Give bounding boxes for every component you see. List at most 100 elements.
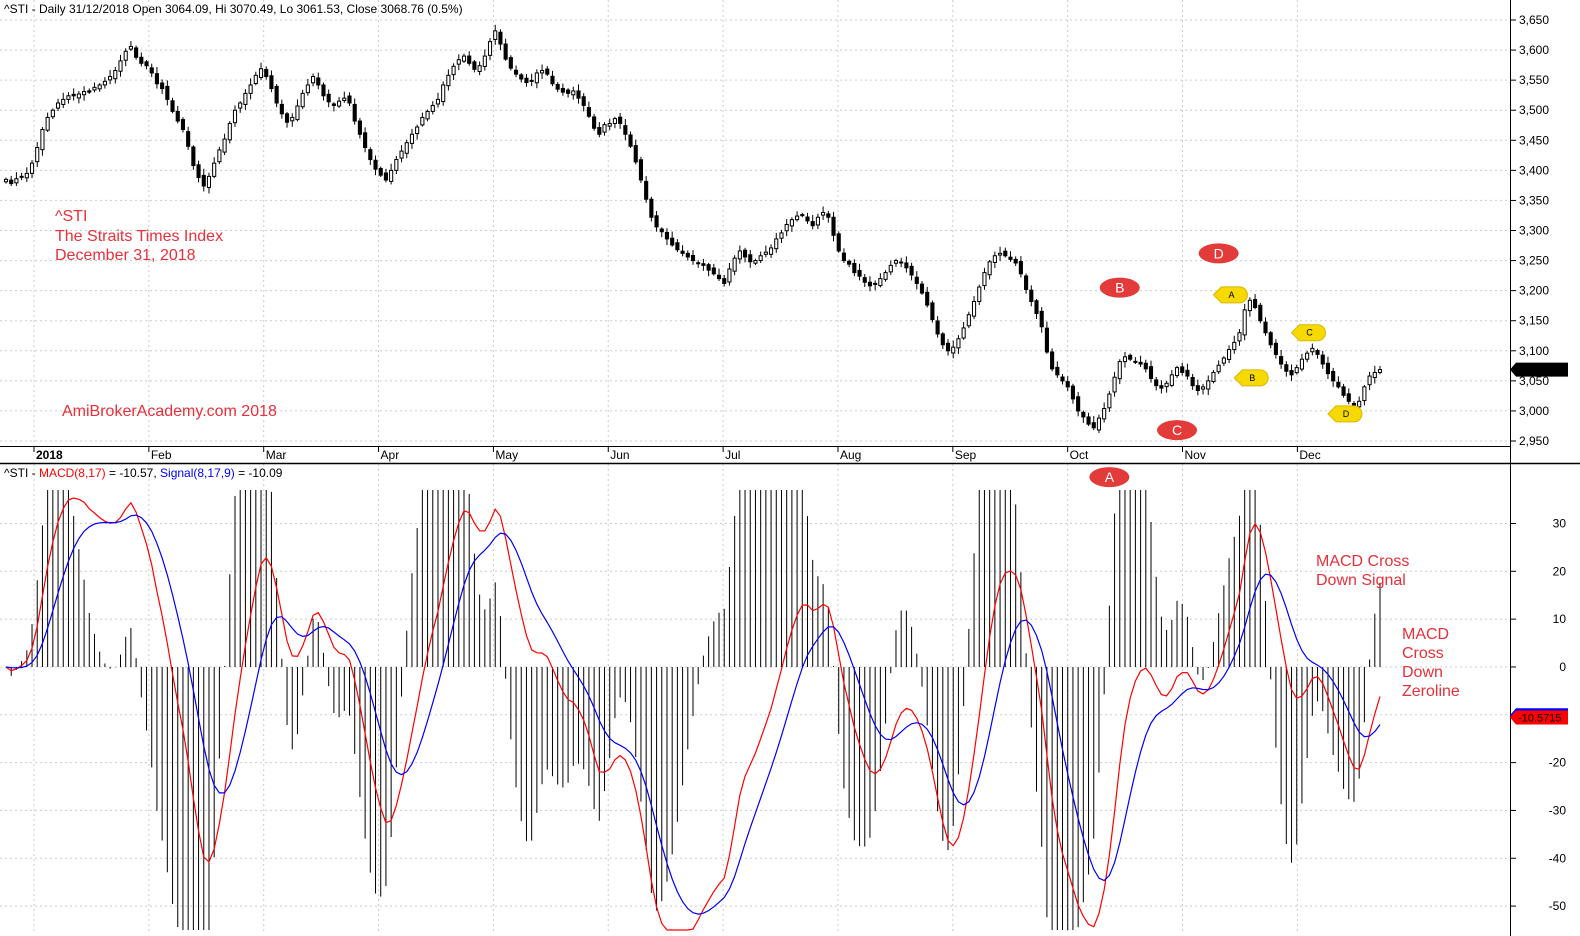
- candle: [435, 92, 441, 108]
- candle-body: [540, 70, 545, 74]
- candle: [1107, 391, 1112, 413]
- candle-body: [961, 327, 966, 339]
- candle-body: [805, 216, 810, 222]
- bubble-label: B: [1115, 280, 1124, 296]
- candle: [290, 113, 295, 127]
- candle-body: [342, 97, 347, 101]
- candle: [529, 73, 534, 87]
- candle-body: [1310, 347, 1315, 353]
- candle-body: [378, 167, 383, 176]
- candle-body: [1060, 376, 1065, 382]
- candle-body: [945, 342, 951, 352]
- macd-cross-zero-line4: Zeroline: [1402, 683, 1460, 700]
- candle: [1164, 380, 1169, 393]
- candle-body: [925, 291, 930, 306]
- candle: [1148, 360, 1154, 383]
- price-tick-label: 3,650: [1519, 13, 1549, 27]
- candle: [378, 166, 383, 177]
- candle-body: [269, 75, 274, 90]
- bubble-marker: B: [1099, 277, 1140, 298]
- candle: [1253, 294, 1258, 310]
- price-tick-label: 3,500: [1519, 103, 1549, 117]
- candle-body: [940, 333, 945, 346]
- candle: [774, 232, 779, 253]
- candle-body: [1117, 361, 1122, 380]
- macd-tick-label: -20: [1549, 756, 1567, 770]
- candle: [154, 67, 159, 89]
- candle-body: [1154, 379, 1159, 387]
- candle-body: [472, 61, 477, 70]
- candle-body: [420, 116, 425, 126]
- candle-body: [690, 255, 696, 262]
- candle: [347, 92, 352, 107]
- candle: [1299, 353, 1304, 372]
- candle: [191, 145, 196, 170]
- candle-body: [722, 278, 727, 284]
- candle: [618, 112, 623, 129]
- candle: [415, 124, 420, 140]
- candle-body: [904, 262, 909, 269]
- last-value-tags: 3,068.76-10.0924-10.5715: [1510, 362, 1568, 725]
- candle-body: [1294, 367, 1299, 374]
- candle: [623, 118, 628, 141]
- candle-body: [61, 98, 66, 105]
- candle-body: [435, 98, 441, 105]
- candle: [1200, 383, 1206, 395]
- candle-body: [670, 237, 675, 246]
- candle: [45, 112, 50, 132]
- price-header: ^STI - Daily 31/12/2018 Open 3064.09, Hi…: [4, 2, 463, 16]
- candle: [722, 275, 727, 287]
- bubble-shape: [1099, 277, 1140, 298]
- candle-body: [1372, 371, 1377, 378]
- candle: [992, 251, 997, 268]
- candle-body: [50, 109, 55, 118]
- macd-tick-label: -30: [1549, 803, 1567, 817]
- candle: [1133, 357, 1138, 365]
- candle: [592, 113, 597, 131]
- candle-body: [196, 164, 201, 179]
- candle-body: [180, 119, 186, 130]
- candle-body: [97, 84, 102, 90]
- candle-body: [1034, 300, 1039, 314]
- candle: [134, 45, 139, 60]
- macd-header-macd: MACD(8,17): [39, 466, 106, 480]
- candle-body: [290, 116, 295, 122]
- candle-body: [951, 346, 956, 354]
- candle: [1138, 355, 1143, 368]
- candle-body: [1102, 408, 1107, 420]
- sti-label: ^STI: [55, 208, 87, 225]
- price-tick-label: 3,350: [1519, 193, 1549, 207]
- candle-body: [1185, 369, 1190, 377]
- macd-header-signal: Signal(8,17,9): [160, 466, 235, 480]
- last-close-tag-shape: [1510, 362, 1568, 377]
- candle-body: [711, 267, 716, 275]
- candle: [664, 228, 670, 245]
- candle: [24, 167, 29, 183]
- candle: [139, 52, 144, 67]
- bubble-shape: [1198, 243, 1239, 264]
- candle: [769, 244, 774, 258]
- yellow-tag-label: D: [1343, 409, 1350, 419]
- candle: [420, 112, 425, 127]
- candle: [706, 262, 711, 277]
- candle: [92, 82, 97, 93]
- macd-tick-label: -40: [1549, 851, 1567, 865]
- candle: [29, 160, 35, 179]
- candle: [222, 133, 227, 156]
- candle: [1216, 360, 1221, 375]
- candle-body: [592, 116, 597, 129]
- candle: [284, 112, 290, 128]
- candle-body: [134, 47, 139, 58]
- bubble-label: C: [1172, 422, 1182, 438]
- candle-body: [253, 74, 258, 85]
- candle: [160, 79, 165, 94]
- candle-body: [1039, 310, 1044, 328]
- candle: [352, 98, 357, 125]
- candle: [711, 263, 716, 276]
- candle: [727, 262, 732, 286]
- candle: [1268, 330, 1273, 349]
- candle: [1346, 388, 1351, 405]
- candle: [123, 48, 128, 67]
- candle: [253, 71, 258, 86]
